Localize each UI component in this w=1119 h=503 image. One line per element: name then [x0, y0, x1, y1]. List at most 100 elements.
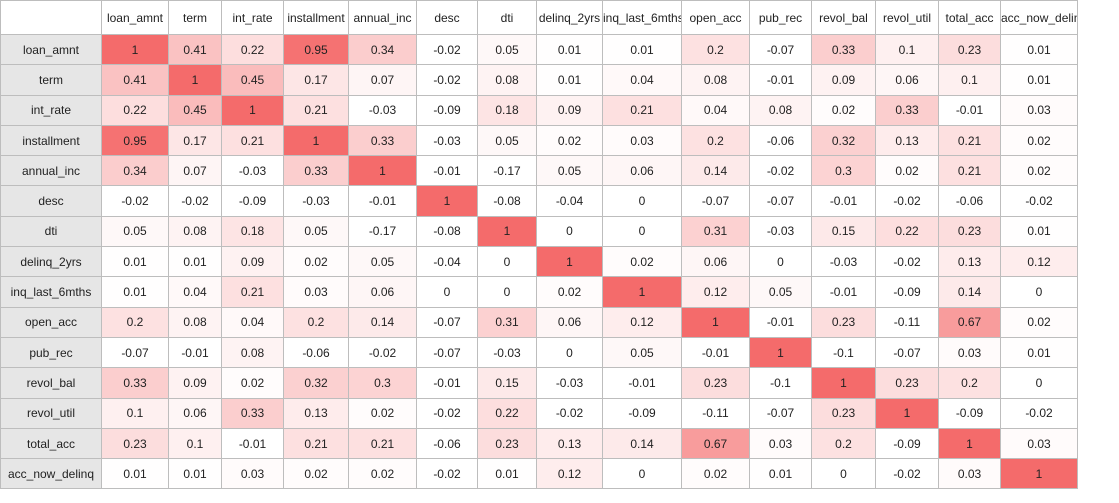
heatmap-cell: -0.03: [348, 94, 417, 126]
heatmap-cell: 0.23: [938, 215, 1001, 248]
heatmap-cell: 0.12: [536, 458, 603, 490]
column-header-revol-bal: revol_bal: [811, 0, 876, 35]
heatmap-cell: 0.34: [348, 33, 417, 66]
heatmap-cell: 0.03: [938, 458, 1001, 490]
heatmap-row-loan-amnt: loan_amnt 1 0.41 0.22 0.95 0.34 -0.02 0.05 0.01 0…: [0, 33, 1078, 66]
heatmap-cell: -0.07: [416, 336, 478, 369]
heatmap-cell: 1: [811, 367, 876, 399]
heatmap-cell: 0.05: [283, 215, 349, 248]
column-header-inq-last-6mths: inq_last_6mths: [602, 0, 682, 35]
heatmap-cell: 0.06: [348, 276, 417, 308]
row-header-inq-last-6mths: inq_last_6mths: [0, 276, 102, 308]
heatmap-cell: -0.07: [749, 397, 812, 429]
heatmap-cell: 0.2: [811, 427, 876, 460]
heatmap-cell: 0.08: [749, 94, 812, 126]
heatmap-cell: 0.13: [283, 397, 349, 429]
column-header-total-acc: total_acc: [938, 0, 1001, 35]
row-header-loan-amnt: loan_amnt: [0, 33, 102, 66]
heatmap-cell: 0.05: [348, 246, 417, 278]
heatmap-cell: -0.09: [875, 427, 939, 460]
column-header-row: loan_amnt term int_rate installment annual_i…: [0, 0, 1078, 35]
heatmap-cell: 0.41: [101, 64, 169, 96]
column-header-annual-inc: annual_inc: [348, 0, 417, 35]
heatmap-cell: 0.22: [875, 215, 939, 248]
heatmap-cell: 0.02: [1000, 124, 1078, 157]
heatmap-cell: -0.17: [348, 215, 417, 248]
heatmap-cell: 0.21: [283, 94, 349, 126]
heatmap-row-revol-util: revol_util 0.1 0.06 0.33 0.13 0.02 -0.02 0.22 -0…: [0, 397, 1078, 429]
row-header-revol-util: revol_util: [0, 397, 102, 429]
heatmap-cell: -0.03: [536, 367, 603, 399]
heatmap-cell: 0.23: [811, 306, 876, 338]
heatmap-cell: 0.23: [681, 367, 750, 399]
heatmap-cell: 0: [602, 185, 682, 217]
heatmap-cell: 0.07: [168, 155, 222, 187]
heatmap-cell: 0.34: [101, 155, 169, 187]
heatmap-cell: -0.03: [221, 155, 284, 187]
heatmap-cell: 0.2: [938, 367, 1001, 399]
heatmap-cell: 0.02: [875, 155, 939, 187]
heatmap-cell: 0: [602, 215, 682, 248]
heatmap-cell: 1: [1000, 458, 1078, 490]
heatmap-cell: -0.09: [602, 397, 682, 429]
heatmap-cell: 1: [416, 185, 478, 217]
heatmap-cell: -0.01: [221, 427, 284, 460]
heatmap-cell: 0.06: [681, 246, 750, 278]
column-header-delinq-2yrs: delinq_2yrs: [536, 0, 603, 35]
heatmap-cell: 0.02: [1000, 306, 1078, 338]
heatmap-cell: -0.06: [416, 427, 478, 460]
heatmap-cell: 0.08: [477, 64, 537, 96]
heatmap-row-total-acc: total_acc 0.23 0.1 -0.01 0.21 0.21 -0.06 0.23 0.…: [0, 427, 1078, 460]
row-header-delinq-2yrs: delinq_2yrs: [0, 246, 102, 278]
row-header-dti: dti: [0, 215, 102, 248]
heatmap-cell: -0.02: [536, 397, 603, 429]
heatmap-cell: -0.02: [348, 336, 417, 369]
heatmap-cell: 0.01: [101, 458, 169, 490]
heatmap-cell: 0.06: [168, 397, 222, 429]
heatmap-cell: -0.09: [221, 185, 284, 217]
column-header-term: term: [168, 0, 222, 35]
heatmap-cell: -0.06: [749, 124, 812, 157]
heatmap-cell: 0.33: [221, 397, 284, 429]
heatmap-cell: -0.02: [416, 458, 478, 490]
heatmap-row-delinq-2yrs: delinq_2yrs 0.01 0.01 0.09 0.02 0.05 -0.04 0 1 0.…: [0, 246, 1078, 278]
heatmap-row-annual-inc: annual_inc 0.34 0.07 -0.03 0.33 1 -0.01 -0.17 0.…: [0, 155, 1078, 187]
heatmap-cell: 1: [875, 397, 939, 429]
heatmap-cell: 0.03: [749, 427, 812, 460]
heatmap-cell: -0.09: [875, 276, 939, 308]
heatmap-cell: 0.05: [477, 124, 537, 157]
column-header-int-rate: int_rate: [221, 0, 284, 35]
heatmap-row-inq-last-6mths: inq_last_6mths 0.01 0.04 0.21 0.03 0.06 0 0 0.02…: [0, 276, 1078, 308]
heatmap-cell: 0: [477, 276, 537, 308]
heatmap-cell: 0.02: [348, 458, 417, 490]
heatmap-cell: 0.01: [749, 458, 812, 490]
heatmap-row-int-rate: int_rate 0.22 0.45 1 0.21 -0.03 -0.09 0.18 0.09 0…: [0, 94, 1078, 126]
heatmap-cell: 0.23: [811, 397, 876, 429]
heatmap-cell: -0.1: [749, 367, 812, 399]
heatmap-cell: 0.04: [681, 94, 750, 126]
heatmap-cell: 0.23: [938, 33, 1001, 66]
heatmap-cell: 0.08: [681, 64, 750, 96]
heatmap-cell: -0.07: [875, 336, 939, 369]
heatmap-cell: -0.07: [749, 33, 812, 66]
heatmap-cell: 0.08: [221, 336, 284, 369]
heatmap-cell: 0.1: [168, 427, 222, 460]
heatmap-cell: -0.02: [875, 185, 939, 217]
heatmap-cell: 1: [101, 33, 169, 66]
heatmap-cell: 0.1: [101, 397, 169, 429]
heatmap-cell: -0.07: [749, 185, 812, 217]
heatmap-cell: -0.09: [416, 94, 478, 126]
heatmap-cell: 1: [168, 64, 222, 96]
heatmap-cell: 0.12: [1000, 246, 1078, 278]
heatmap-cell: -0.01: [416, 367, 478, 399]
heatmap-cell: 0.02: [811, 94, 876, 126]
column-header-loan-amnt: loan_amnt: [101, 0, 169, 35]
heatmap-cell: 0.14: [938, 276, 1001, 308]
heatmap-cell: 0: [811, 458, 876, 490]
column-header-installment: installment: [283, 0, 349, 35]
heatmap-cell: -0.17: [477, 155, 537, 187]
heatmap-cell: 0.23: [477, 427, 537, 460]
heatmap-cell: -0.03: [811, 246, 876, 278]
heatmap-row-acc-now-delinq: acc_now_delinq 0.01 0.01 0.03 0.02 0.02 -0.02 0…: [0, 458, 1078, 490]
heatmap-cell: 0.02: [348, 397, 417, 429]
